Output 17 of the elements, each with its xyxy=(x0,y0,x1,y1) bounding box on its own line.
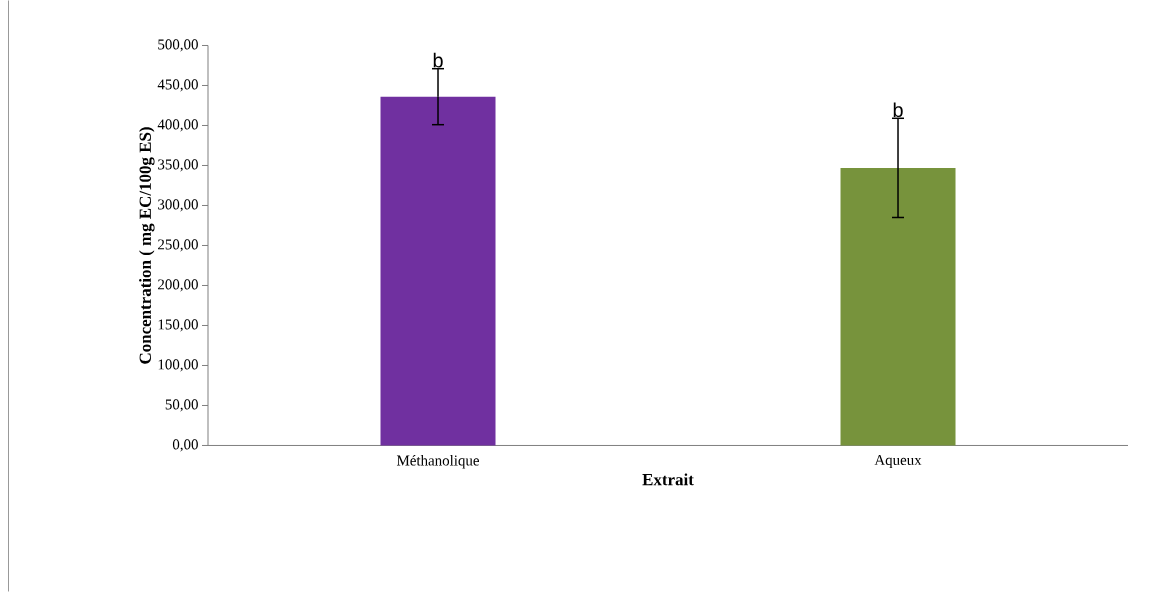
y-tick-label: 150,00 xyxy=(158,319,198,332)
y-tick-label: 450,00 xyxy=(157,79,198,92)
y-axis-title: Concentration ( mg EC/100g ES) xyxy=(139,127,155,364)
y-tick-label: 350,00 xyxy=(158,159,198,172)
y-tick-label: 400,00 xyxy=(157,119,198,132)
x-tick-label: Méthanolique xyxy=(396,455,479,469)
annotation: b xyxy=(893,102,903,118)
y-tick-label: 300,00 xyxy=(158,199,198,212)
x-axis-title: Extrait xyxy=(642,473,694,486)
y-tick-label: 50,00 xyxy=(165,399,198,412)
y-tick-label: 100,00 xyxy=(158,359,198,372)
x-tick-label: Aqueux xyxy=(874,455,922,469)
annotation: b xyxy=(433,52,443,68)
y-tick-label: 200,00 xyxy=(158,279,198,292)
y-tick-label: 250,00 xyxy=(158,239,198,252)
y-tick-label: 500,00 xyxy=(158,39,198,52)
y-tick-label: 0,00 xyxy=(172,439,198,452)
